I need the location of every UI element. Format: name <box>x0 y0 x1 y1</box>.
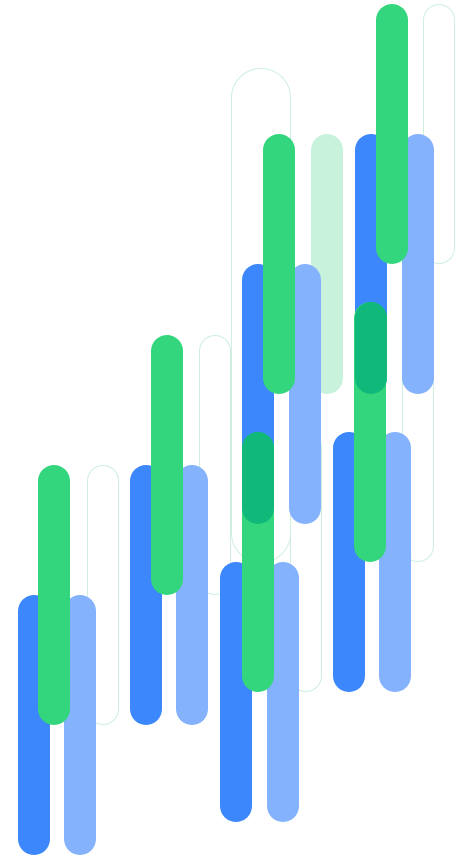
green-pill <box>263 134 295 394</box>
green-pill <box>376 4 408 264</box>
green-pill <box>38 465 70 725</box>
teal-overlap-pill <box>242 432 274 524</box>
teal-overlap-pill <box>355 302 387 394</box>
outline-pill <box>87 465 119 725</box>
outline-pill <box>199 335 231 595</box>
green-pill <box>151 335 183 595</box>
